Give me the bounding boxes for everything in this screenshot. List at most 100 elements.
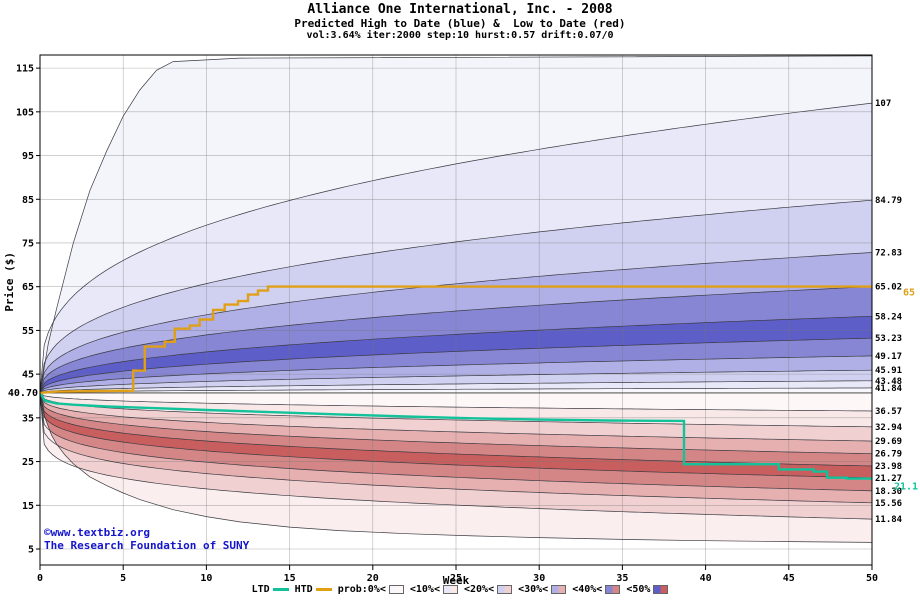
legend-label: prob:0%< xyxy=(337,584,386,595)
chart-title: Alliance One International, Inc. - 2008 xyxy=(307,2,613,17)
legend-line-swatch xyxy=(272,588,289,591)
legend-label: <40%< xyxy=(572,584,603,595)
legend-item-prob-band: <50% xyxy=(626,584,669,595)
y-tick-label: 15 xyxy=(22,501,34,512)
y-tick-label: 55 xyxy=(22,326,34,337)
boundary-value-label: 72.83 xyxy=(875,248,902,258)
boundary-value-label: 21.27 xyxy=(875,474,902,484)
y-tick-label: 25 xyxy=(22,457,34,468)
high-boundary xyxy=(40,199,872,393)
boundary-value-label: 107 xyxy=(875,99,891,109)
legend-label: <50% xyxy=(626,584,651,595)
low-boundary xyxy=(40,392,872,492)
boundary-value-label: 41.84 xyxy=(875,384,903,394)
x-tick-label: 30 xyxy=(533,573,545,584)
low-boundary xyxy=(40,392,872,467)
chart-subtitle: Predicted High to Date (blue) & Low to D… xyxy=(294,17,626,30)
x-axis-title: Week xyxy=(442,574,470,587)
axis-ticks: 0 5 10 15 20 25 30 35 40 45 50 5 15 25 35 45 55 65 75 85 95 1… xyxy=(16,64,878,584)
x-tick-label: 35 xyxy=(616,573,628,584)
y-tick-label: 65 xyxy=(22,282,34,293)
watermark: ©www.textbiz.org The Research Foundation… xyxy=(44,526,249,552)
ltd-end-label: 21.1 xyxy=(894,482,918,493)
legend-label: <30%< xyxy=(518,584,549,595)
x-tick-label: 15 xyxy=(284,573,296,584)
price-lines xyxy=(40,285,872,480)
low-band xyxy=(40,392,872,503)
low-boundary xyxy=(40,392,872,520)
legend-item-htd: HTD xyxy=(295,584,332,595)
low-band xyxy=(40,392,872,454)
high-boundary xyxy=(40,387,872,394)
legend-band-swatch xyxy=(551,585,567,594)
chart-legend: LTD HTD prob:0%< <10%< <20%< <30%< <40%< <50% xyxy=(0,584,920,595)
high-boundary xyxy=(40,380,872,394)
grid-lines xyxy=(40,55,872,565)
low-boundary xyxy=(40,392,872,504)
boundary-value-label: 18.30 xyxy=(875,487,902,497)
high-boundary xyxy=(40,369,872,394)
x-tick-label: 40 xyxy=(700,573,712,584)
low-boundary xyxy=(40,392,872,428)
low-boundary xyxy=(40,392,872,479)
y-tick-label: 95 xyxy=(22,151,34,162)
legend-item-prob-band: <30%< xyxy=(518,584,567,595)
high-boundary xyxy=(40,315,872,394)
chart-simulation-params: vol:3.64% iter:2000 step:10 hurst:0.57 d… xyxy=(306,30,614,41)
legend-item-prob-band: <10%< xyxy=(410,584,458,595)
high-band xyxy=(40,286,872,393)
x-tick-label: 5 xyxy=(120,573,126,584)
x-tick-label: 45 xyxy=(783,573,795,584)
low-band xyxy=(40,392,872,520)
low-boundary xyxy=(40,392,872,442)
high-boundary xyxy=(40,286,872,393)
legend-band-swatch xyxy=(497,585,513,594)
y-tick-label: 115 xyxy=(16,64,34,75)
watermark-url: ©www.textbiz.org xyxy=(44,526,150,539)
high-band xyxy=(40,55,872,393)
ltd-line xyxy=(40,392,872,480)
legend-item-prob-band: prob:0%< xyxy=(338,584,404,595)
y-tick-label: 35 xyxy=(22,413,34,424)
legend-band-swatch xyxy=(653,585,669,594)
legend-item-ltd: LTD xyxy=(252,584,289,595)
legend-band-swatch xyxy=(605,585,621,594)
y-tick-label: 105 xyxy=(16,107,34,118)
x-tick-label: 25 xyxy=(450,573,462,584)
low-boundary xyxy=(40,392,872,412)
boundary-value-label: 15.56 xyxy=(875,499,902,509)
legend-band-swatch xyxy=(442,585,458,594)
x-tick-label: 50 xyxy=(866,573,878,584)
boundary-value-label: 32.94 xyxy=(875,423,903,433)
y-tick-label: 85 xyxy=(22,195,34,206)
boundary-value-label: 58.24 xyxy=(875,312,903,322)
boundary-value-label: 23.98 xyxy=(875,462,902,472)
y-tick-label: 5 xyxy=(28,544,34,555)
y-tick-label: 45 xyxy=(22,370,34,381)
x-tick-label: 10 xyxy=(200,573,212,584)
legend-line-swatch xyxy=(315,588,332,591)
watermark-org: The Research Foundation of SUNY xyxy=(44,539,250,552)
percentile-boundaries xyxy=(40,55,872,543)
x-tick-label: 20 xyxy=(367,573,379,584)
boundary-value-label: 84.79 xyxy=(875,196,902,206)
legend-label: HTD xyxy=(294,584,313,595)
low-boundary xyxy=(40,392,872,455)
boundary-value-label: 29.69 xyxy=(875,437,902,447)
legend-band-swatch xyxy=(388,585,404,594)
legend-item-prob-band: <40%< xyxy=(572,584,621,595)
high-band xyxy=(40,103,872,393)
boundary-value-label: 53.23 xyxy=(875,334,902,344)
legend-label: LTD xyxy=(251,584,270,595)
high-band xyxy=(40,316,872,393)
high-boundary xyxy=(40,355,872,394)
high-band xyxy=(40,338,872,393)
boundary-value-label: 36.57 xyxy=(875,407,902,417)
htd-line xyxy=(40,285,872,395)
htd-end-label: 65 xyxy=(903,288,915,299)
boundary-value-label: 11.84 xyxy=(875,515,903,525)
high-boundary xyxy=(40,102,872,393)
high-boundary xyxy=(40,55,872,393)
boundary-value-label: 43.48 xyxy=(875,377,902,387)
